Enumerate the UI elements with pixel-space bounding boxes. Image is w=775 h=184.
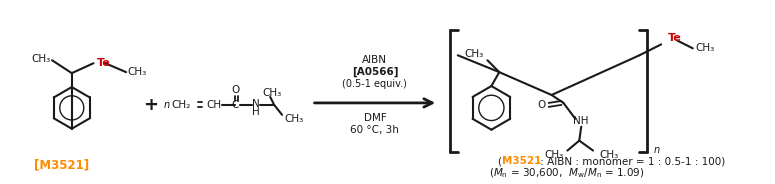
Text: O: O <box>538 100 546 110</box>
Text: C: C <box>231 100 239 110</box>
Text: CH: CH <box>206 100 222 110</box>
Text: H: H <box>252 107 260 117</box>
Text: n: n <box>164 100 170 110</box>
Text: +: + <box>143 96 158 114</box>
Text: (0.5-1 equiv.): (0.5-1 equiv.) <box>343 79 408 89</box>
Text: CH₃: CH₃ <box>464 49 484 59</box>
Text: Te: Te <box>96 58 110 68</box>
Text: [M3521]: [M3521] <box>34 158 89 171</box>
Text: CH₃: CH₃ <box>544 150 563 160</box>
Text: CH₃: CH₃ <box>695 43 715 53</box>
Text: ($M_\mathrm{n}$ = 30,600,  $M_\mathrm{w}$/$M_\mathrm{n}$ = 1.09): ($M_\mathrm{n}$ = 30,600, $M_\mathrm{w}$… <box>489 167 644 180</box>
Text: [A0566]: [A0566] <box>352 67 398 77</box>
Text: n: n <box>653 145 660 155</box>
Text: (: ( <box>498 156 501 167</box>
Text: N: N <box>252 99 260 109</box>
Text: AIBN: AIBN <box>363 55 388 65</box>
Text: CH₃: CH₃ <box>284 114 304 124</box>
Text: DMF: DMF <box>363 113 386 123</box>
Text: CH₃: CH₃ <box>263 88 282 98</box>
Text: NH: NH <box>574 116 589 126</box>
Text: CH₃: CH₃ <box>32 54 51 64</box>
Text: : AIBN : monomer = 1 : 0.5-1 : 100): : AIBN : monomer = 1 : 0.5-1 : 100) <box>537 156 725 167</box>
Text: CH₃: CH₃ <box>127 67 146 77</box>
Text: 60 °C, 3h: 60 °C, 3h <box>350 125 399 135</box>
Text: CH₃: CH₃ <box>599 150 618 160</box>
Text: CH₂: CH₂ <box>172 100 191 110</box>
Text: O: O <box>232 85 239 95</box>
Text: M3521: M3521 <box>502 156 542 167</box>
Text: Te: Te <box>668 33 682 43</box>
